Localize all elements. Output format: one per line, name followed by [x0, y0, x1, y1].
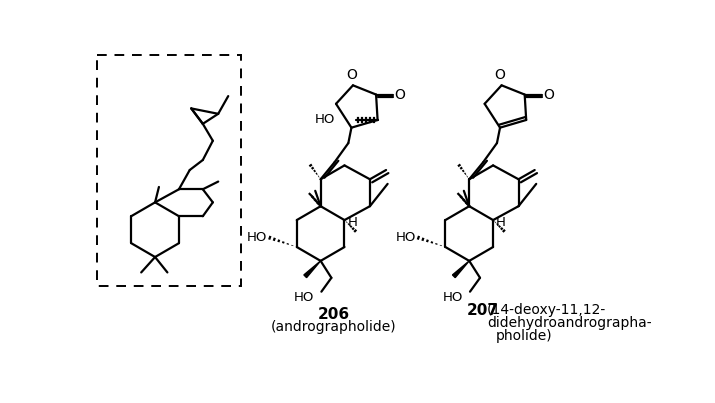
- Polygon shape: [304, 261, 320, 278]
- Text: (14-deoxy-11,12-: (14-deoxy-11,12-: [487, 303, 606, 317]
- Text: O: O: [543, 88, 554, 102]
- Text: pholide): pholide): [496, 329, 553, 343]
- Text: H: H: [347, 216, 358, 229]
- Text: O: O: [346, 69, 357, 82]
- Text: H: H: [496, 216, 506, 229]
- Text: O: O: [395, 88, 405, 102]
- Text: HO: HO: [315, 114, 335, 127]
- Text: HO: HO: [395, 231, 416, 244]
- Text: HO: HO: [294, 291, 315, 303]
- Text: (andrographolide): (andrographolide): [271, 320, 397, 334]
- Polygon shape: [453, 261, 469, 278]
- Bar: [97, 54, 242, 285]
- Text: 207: 207: [467, 303, 499, 318]
- Text: HO: HO: [247, 231, 267, 244]
- Text: O: O: [495, 69, 506, 82]
- Text: 206: 206: [317, 307, 350, 322]
- Text: didehydroandrographa-: didehydroandrographa-: [487, 316, 651, 330]
- Text: HO: HO: [443, 291, 463, 303]
